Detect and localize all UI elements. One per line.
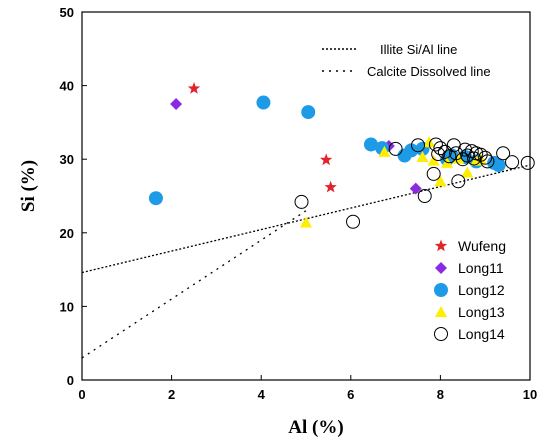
data-point-long14 — [417, 189, 432, 203]
legend-marker-long14 — [434, 327, 448, 341]
y-tick-label: 20 — [60, 226, 74, 241]
data-point-wufeng — [320, 153, 333, 166]
data-point-long13 — [427, 154, 440, 166]
legend-label-long11: Long11 — [458, 260, 504, 276]
data-point-long12 — [404, 143, 419, 158]
data-point-long14 — [428, 137, 443, 152]
y-tick-label: 40 — [60, 79, 74, 94]
data-point-long14 — [294, 194, 309, 209]
data-point-long11 — [409, 182, 422, 195]
data-point-wufeng — [187, 82, 201, 94]
y-axis-ticks: 0 10 20 30 40 50 — [60, 5, 87, 388]
data-point-wufeng — [324, 180, 337, 193]
legend-marker-wufeng — [434, 239, 448, 252]
data-point-long14 — [455, 152, 470, 167]
data-point-long14 — [451, 174, 466, 189]
x-tick-label: 6 — [347, 387, 354, 402]
data-point-long13 — [423, 136, 436, 148]
y-tick-label: 10 — [60, 299, 74, 314]
x-axis-ticks: 0 2 4 6 8 10 — [78, 375, 537, 402]
data-point-long14 — [505, 155, 520, 170]
data-point-long13 — [461, 166, 474, 178]
legend-marker-long13 — [435, 306, 447, 317]
data-point-long11 — [170, 98, 183, 110]
data-point-long14 — [426, 166, 441, 181]
legend-label-long12: Long12 — [458, 282, 505, 298]
data-point-long12 — [301, 105, 316, 120]
data-point-long14 — [437, 144, 452, 159]
x-tick-label: 2 — [168, 387, 175, 402]
data-point-long12 — [148, 191, 163, 206]
data-point-long13 — [434, 175, 447, 187]
data-point-long13 — [416, 150, 429, 162]
data-point-long14 — [433, 141, 448, 156]
data-point-long12 — [491, 158, 506, 173]
data-point-long14 — [411, 138, 425, 153]
x-tick-label: 0 — [78, 387, 85, 402]
legend-label-wufeng: Wufeng — [458, 238, 506, 254]
x-tick-label: 8 — [437, 387, 444, 402]
data-point-long14 — [480, 154, 495, 169]
data-point-long12 — [256, 95, 271, 110]
reference-line-legend: Illite Si/Al line Calcite Dissolved line — [322, 42, 491, 79]
x-axis-label: Al (%) — [288, 417, 343, 438]
x-tick-label: 4 — [258, 387, 266, 402]
reference-legend-label: Illite Si/Al line — [380, 42, 457, 57]
data-point-long13 — [452, 152, 465, 164]
legend-marker-long12 — [434, 283, 448, 297]
legend-marker-long11 — [435, 262, 447, 274]
y-axis-label: Si (%) — [18, 160, 39, 212]
data-point-long14 — [478, 150, 493, 165]
data-point-long13 — [378, 145, 391, 157]
reference-legend-label: Calcite Dissolved line — [367, 64, 491, 79]
data-point-long14 — [496, 146, 511, 161]
legend-label-long14: Long14 — [458, 326, 505, 342]
reference-line — [81, 164, 531, 274]
y-tick-label: 0 — [67, 373, 74, 388]
series-legend: Wufeng Long11 Long12 Long13 Long14 — [434, 238, 506, 342]
data-point-long12 — [363, 137, 378, 152]
x-tick-label: 10 — [523, 387, 537, 402]
plot-frame — [81, 11, 531, 381]
reference-lines — [81, 164, 531, 359]
data-point-long14 — [520, 155, 535, 170]
data-point-long14 — [458, 142, 473, 157]
legend-label-long13: Long13 — [458, 304, 505, 320]
data-point-long14 — [431, 147, 446, 162]
data-points — [148, 82, 535, 229]
data-point-long13 — [300, 216, 312, 228]
y-tick-label: 50 — [60, 5, 74, 20]
data-point-long14 — [346, 214, 361, 229]
y-tick-label: 30 — [60, 152, 74, 167]
reference-line — [81, 210, 307, 359]
data-point-long14 — [388, 141, 403, 156]
